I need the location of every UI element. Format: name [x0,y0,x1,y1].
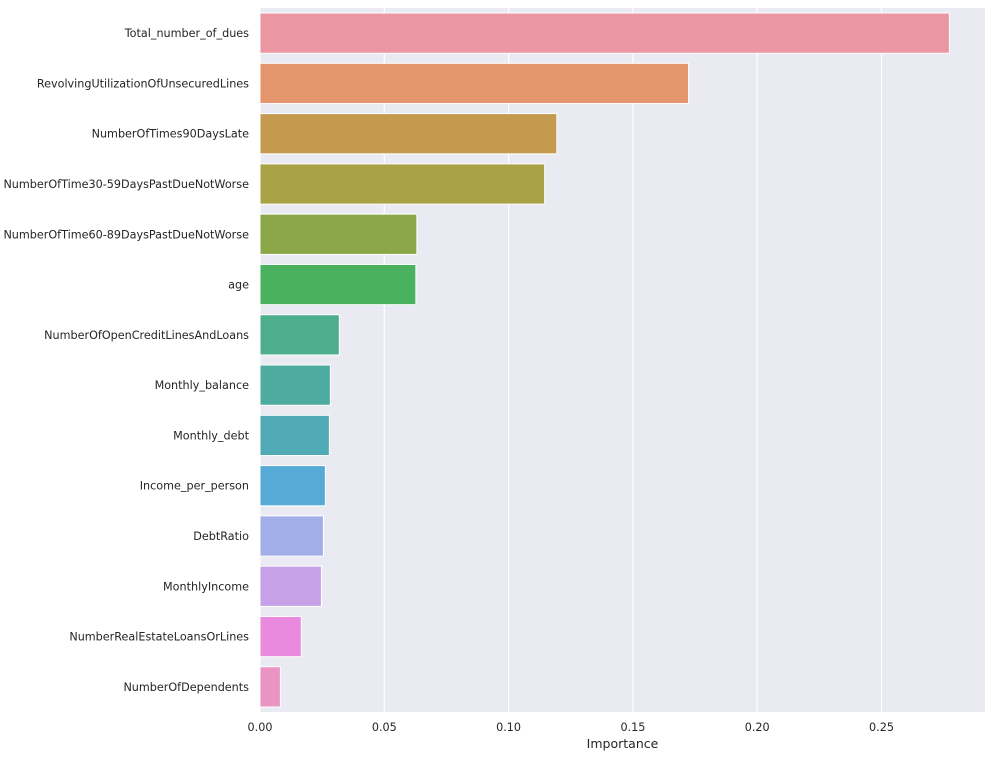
y-tick-label: NumberOfTime30-59DaysPastDueNotWorse [3,178,249,191]
bar-age [259,263,417,306]
bar-total-number-of-dues [259,12,950,54]
y-tick-label: Monthly_balance [155,379,250,392]
bar-numberofopencreditlinesandloans [259,314,340,356]
y-tick-label: NumberOfTimes90DaysLate [92,128,250,141]
x-tick-label: 0.10 [496,721,521,734]
bar-monthlyincome [259,565,322,607]
bar-debtratio [259,515,324,557]
bar-numberrealestateloansorlines [259,615,302,658]
y-tick-label: DebtRatio [193,530,249,543]
x-tick-label: 0.00 [248,721,273,734]
x-tick-label: 0.20 [745,721,770,734]
bar-numberofdependents [259,666,281,708]
x-axis-label: Importance [587,736,659,751]
y-tick-label: age [228,279,249,292]
y-tick-label: RevolvingUtilizationOfUnsecuredLines [37,77,249,90]
bar-numberoftime60-89dayspastduenotworse [259,213,418,255]
bar-monthly-debt [259,414,330,457]
bar-numberoftime30-59dayspastduenotworse [259,163,546,205]
bar-income-per-person [259,465,326,507]
x-tick-label: 0.05 [372,721,397,734]
y-tick-label: MonthlyIncome [163,580,249,593]
x-tick-label: 0.25 [869,721,894,734]
y-tick-label: NumberOfDependents [123,681,249,694]
y-tick-label: NumberOfTime60-89DaysPastDueNotWorse [3,228,249,241]
y-tick-label: NumberRealEstateLoansOrLines [69,631,249,644]
y-tick-label: NumberOfOpenCreditLinesAndLoans [44,329,249,342]
y-tick-labels: Total_number_of_dues RevolvingUtilization… [3,27,249,694]
bar-monthly-balance [259,364,331,406]
y-tick-label: Monthly_debt [173,429,249,442]
x-tick-label: 0.15 [620,721,645,734]
bar-numberoftimes90dayslate [259,113,558,155]
y-tick-label: Total_number_of_dues [124,27,249,40]
bar-revolvingutilizationofunsecuredlines [259,62,690,105]
y-tick-label: Income_per_person [140,480,249,493]
bars [259,12,950,708]
x-tick-labels: 0.00 0.05 0.10 0.15 0.20 0.25 [248,721,894,734]
